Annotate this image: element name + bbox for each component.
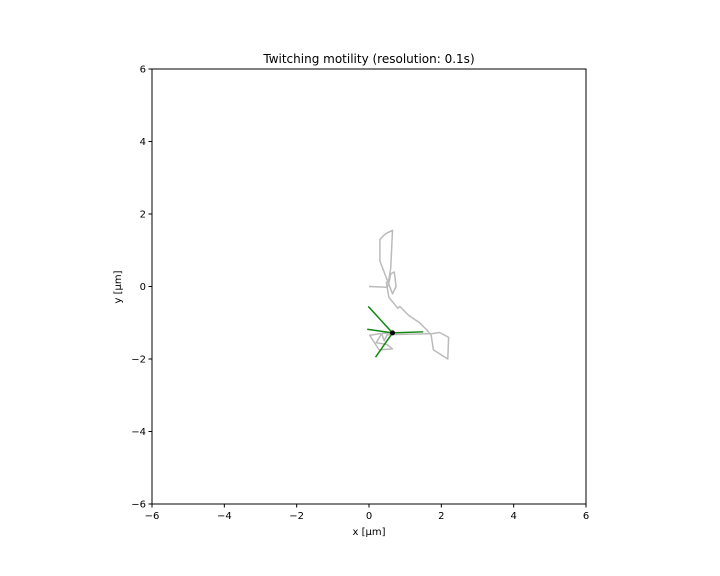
x-tick-label: −2 xyxy=(289,511,304,522)
y-tick-label: −4 xyxy=(131,427,146,438)
x-tick-label: 4 xyxy=(510,511,516,522)
x-axis-ticks: −6 −4 −2 0 2 4 6 xyxy=(145,504,589,522)
pilus-line-4 xyxy=(374,332,394,358)
pilus-line-2 xyxy=(367,328,393,334)
x-tick-label: 0 xyxy=(366,511,372,522)
chart-title: Twitching motility (resolution: 0.1s) xyxy=(262,52,474,66)
pilus-line-1 xyxy=(367,305,394,334)
pilus-line-3 xyxy=(392,331,424,334)
cell-marker xyxy=(390,330,396,336)
x-tick-label: 2 xyxy=(438,511,444,522)
x-tick-label: −6 xyxy=(145,511,160,522)
y-tick-label: −2 xyxy=(131,355,146,366)
y-axis-label: y [μm] xyxy=(113,270,124,303)
y-axis-ticks: −6 −4 −2 0 2 4 6 xyxy=(131,65,152,511)
y-tick-label: 0 xyxy=(140,282,146,293)
x-tick-label: −4 xyxy=(217,511,232,522)
y-tick-label: −6 xyxy=(131,500,146,511)
x-axis-label: x [μm] xyxy=(352,527,385,538)
cell-layer xyxy=(390,330,396,336)
trajectory-line xyxy=(368,229,450,360)
y-tick-label: 6 xyxy=(140,65,146,76)
y-tick-label: 2 xyxy=(140,210,146,221)
pili-layer xyxy=(367,305,424,358)
y-tick-label: 4 xyxy=(140,137,146,148)
x-tick-label: 6 xyxy=(583,511,589,522)
trajectory-layer xyxy=(368,229,450,360)
